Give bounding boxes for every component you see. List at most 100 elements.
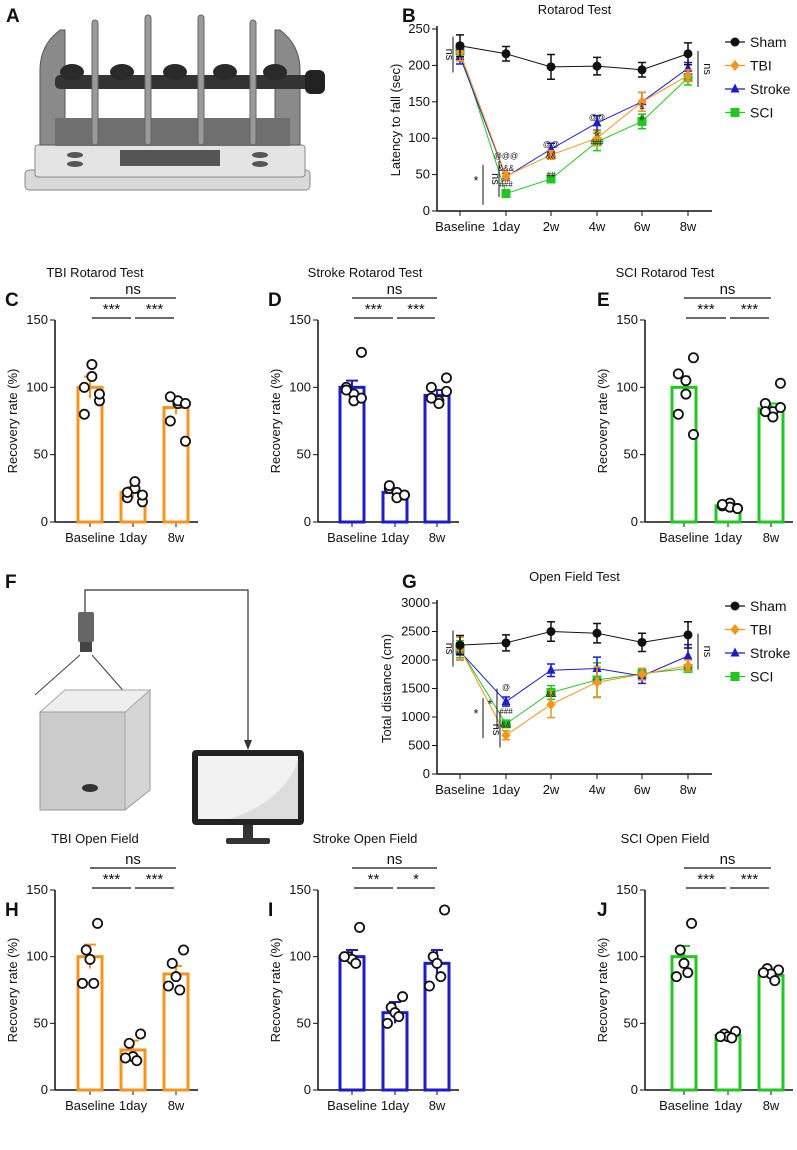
data-point <box>166 957 178 969</box>
data-point <box>682 967 694 979</box>
chart-d: Stroke Rotarod Test 0 50 100 150 Recovery rat… <box>268 265 459 545</box>
data-point <box>78 381 90 393</box>
data-point <box>592 61 602 71</box>
legend-marker-stroke <box>730 83 740 93</box>
x-tick-label: 8w <box>168 1098 185 1113</box>
data-point <box>164 391 176 403</box>
series-line <box>459 50 689 195</box>
significance-label: ** <box>368 871 380 888</box>
data-point <box>136 489 148 501</box>
significance-annotation: ## <box>547 171 556 180</box>
data-point <box>170 971 182 983</box>
data-point <box>123 1037 135 1049</box>
significance-label: ns <box>387 281 403 298</box>
data-point <box>88 977 100 989</box>
data-point <box>501 49 511 59</box>
y-axis-label: Latency to fall (sec) <box>388 64 403 177</box>
legend-marker-sci <box>730 108 740 117</box>
significance-annotation: ns <box>701 646 713 658</box>
y-tick-label: 0 <box>304 514 311 529</box>
significance-annotation: * <box>487 696 492 711</box>
y-tick-label: 100 <box>26 949 48 964</box>
data-point <box>84 953 96 965</box>
significance-label: *** <box>365 301 383 318</box>
y-axis-label: Total distance (cm) <box>379 634 394 743</box>
legend-label: SCI <box>750 105 773 121</box>
chart-title: SCI Rotarod Test <box>616 265 715 280</box>
legend-label: Stroke <box>750 645 791 661</box>
data-point <box>637 668 647 680</box>
data-point <box>680 388 692 400</box>
data-point <box>131 1055 143 1067</box>
chart-title: TBI Open Field <box>51 831 138 846</box>
significance-label: * <box>413 871 419 888</box>
significance-label: *** <box>103 301 121 318</box>
x-tick-label: 1day <box>492 782 521 797</box>
y-axis-label: Recovery rate (%) <box>595 938 610 1043</box>
data-point <box>767 411 779 423</box>
data-point <box>76 977 88 989</box>
y-axis-label: Recovery rate (%) <box>5 938 20 1043</box>
significance-label: ns <box>125 281 141 298</box>
y-axis-label: Recovery rate (%) <box>268 938 283 1043</box>
significance-label: *** <box>103 871 121 888</box>
x-tick-label: 6w <box>634 782 651 797</box>
y-tick-label: 0 <box>41 1082 48 1097</box>
legend-marker-stroke <box>730 647 740 657</box>
significance-annotation: * <box>473 173 478 188</box>
x-tick-label: 6w <box>634 219 651 234</box>
data-point <box>683 650 693 660</box>
data-point <box>774 377 786 389</box>
data-point <box>354 921 366 933</box>
significance-annotation: ns <box>443 643 455 655</box>
y-tick-label: 0 <box>631 1082 638 1097</box>
y-axis-label: Recovery rate (%) <box>268 369 283 474</box>
data-point <box>92 917 104 929</box>
camera-icon <box>78 612 94 642</box>
bar-8w <box>423 393 451 524</box>
data-point <box>162 980 174 992</box>
data-point <box>716 498 728 510</box>
data-point <box>398 489 410 501</box>
significance-label: *** <box>146 871 164 888</box>
data-point <box>674 944 686 956</box>
x-tick-label: 1day <box>381 1098 410 1113</box>
x-tick-label: 8w <box>763 1098 780 1113</box>
series-sham <box>455 34 693 80</box>
panel-label-i: I <box>268 900 273 921</box>
significance-label: *** <box>741 301 759 318</box>
y-tick-label: 100 <box>408 130 430 145</box>
data-point <box>683 70 693 82</box>
data-point <box>678 957 690 969</box>
series-tbi <box>455 636 693 741</box>
significance-annotation: ns <box>701 63 713 75</box>
x-tick-label: 1day <box>119 530 148 545</box>
significance-label: ns <box>387 851 403 868</box>
data-point <box>86 371 98 383</box>
x-tick-label: Baseline <box>435 219 485 234</box>
data-point <box>129 476 141 488</box>
data-point <box>687 352 699 364</box>
chart-e: SCI Rotarod Test 0 50 100 150 Recovery rate (… <box>595 265 793 545</box>
bar-8w <box>757 407 785 524</box>
significance-annotation: @@@ <box>494 151 518 160</box>
significance-annotation: ### <box>499 180 513 189</box>
data-point <box>355 392 367 404</box>
significance-annotation: * <box>473 706 478 721</box>
data-point <box>501 719 511 729</box>
chart-j: SCI Open Field 0 50 100 150 Recovery rate (%)… <box>595 831 793 1113</box>
bar-baseline <box>670 385 698 524</box>
data-point <box>637 116 647 126</box>
x-tick-label: Baseline <box>327 530 377 545</box>
y-tick-label: 0 <box>423 766 430 781</box>
data-point <box>546 698 556 710</box>
y-tick-label: 100 <box>26 379 48 394</box>
legend-label: TBI <box>750 58 772 74</box>
series-line <box>459 651 689 703</box>
significance-label: *** <box>741 871 759 888</box>
data-point <box>592 628 602 638</box>
data-point <box>121 486 133 498</box>
y-tick-label: 3000 <box>401 595 430 610</box>
significance-label: *** <box>697 301 715 318</box>
x-tick-label: 1day <box>492 219 521 234</box>
